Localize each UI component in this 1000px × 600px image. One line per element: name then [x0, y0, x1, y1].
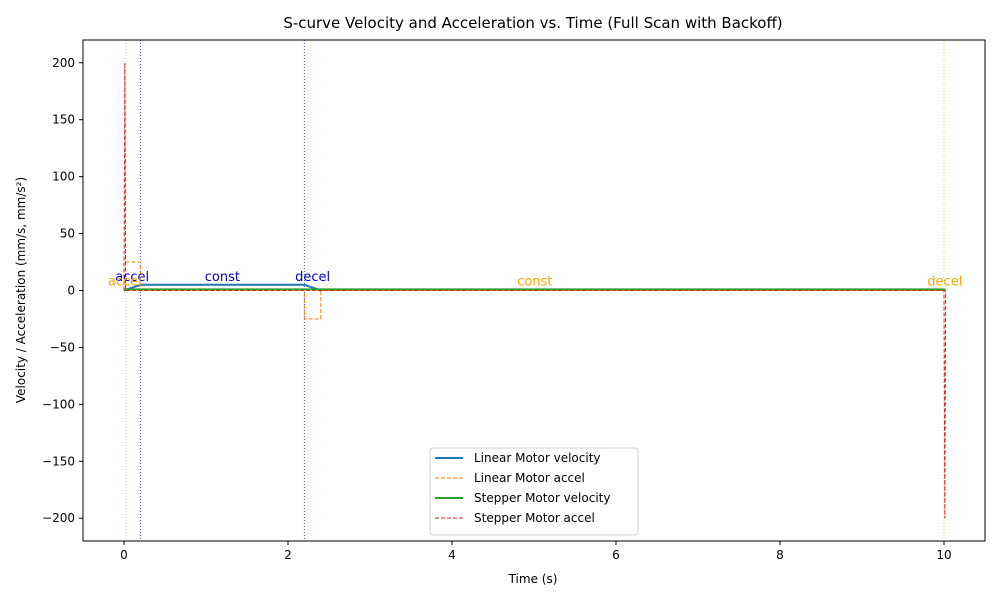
x-tick-label-3: 6: [612, 548, 620, 562]
legend-label-0: Linear Motor velocity: [474, 451, 601, 465]
y-axis-label: Velocity / Acceleration (mm/s, mm/s²): [14, 177, 28, 403]
y-tick-label-4: 0: [67, 284, 75, 298]
legend-label-2: Stepper Motor velocity: [474, 491, 610, 505]
x-tick-label-2: 4: [448, 548, 456, 562]
y-tick-label-3: −50: [50, 340, 75, 354]
series-line-1: [123, 261, 944, 320]
annotation-1: const: [205, 270, 240, 285]
series-line-2: [123, 288, 947, 292]
chart-title: S-curve Velocity and Acceleration vs. Ti…: [283, 14, 782, 32]
x-tick-label-5: 10: [936, 548, 951, 562]
legend-box: [429, 447, 639, 536]
series-line-3: [123, 62, 947, 519]
y-tick-label-2: −100: [42, 397, 75, 411]
x-tick-label-1: 2: [284, 548, 292, 562]
plot-area: accel const decel accel const decel 0 2 4 6 8 10 −20…: [42, 39, 986, 562]
y-tick-label-7: 150: [52, 113, 75, 127]
legend-label-3: Stepper Motor accel: [474, 511, 595, 525]
y-tick-label-6: 100: [52, 170, 75, 184]
x-tick-label-0: 0: [120, 548, 128, 562]
x-tick-label-4: 8: [776, 548, 784, 562]
series-line-0: [123, 283, 322, 292]
y-tick-label-5: 50: [60, 227, 75, 241]
x-axis-label: Time (s): [508, 572, 558, 586]
annotation-4: const: [517, 274, 552, 289]
annotation-2: decel: [295, 270, 330, 285]
annotation-5: decel: [927, 274, 962, 289]
annotation-3: accel: [108, 274, 142, 289]
legend-label-1: Linear Motor accel: [474, 471, 585, 485]
y-tick-label-0: −200: [42, 511, 75, 525]
y-tick-label-8: 200: [52, 56, 75, 70]
annotation-0: accel: [115, 270, 149, 285]
legend: Linear Motor velocity Linear Motor accel S…: [429, 447, 639, 536]
y-tick-label-1: −150: [42, 454, 75, 468]
